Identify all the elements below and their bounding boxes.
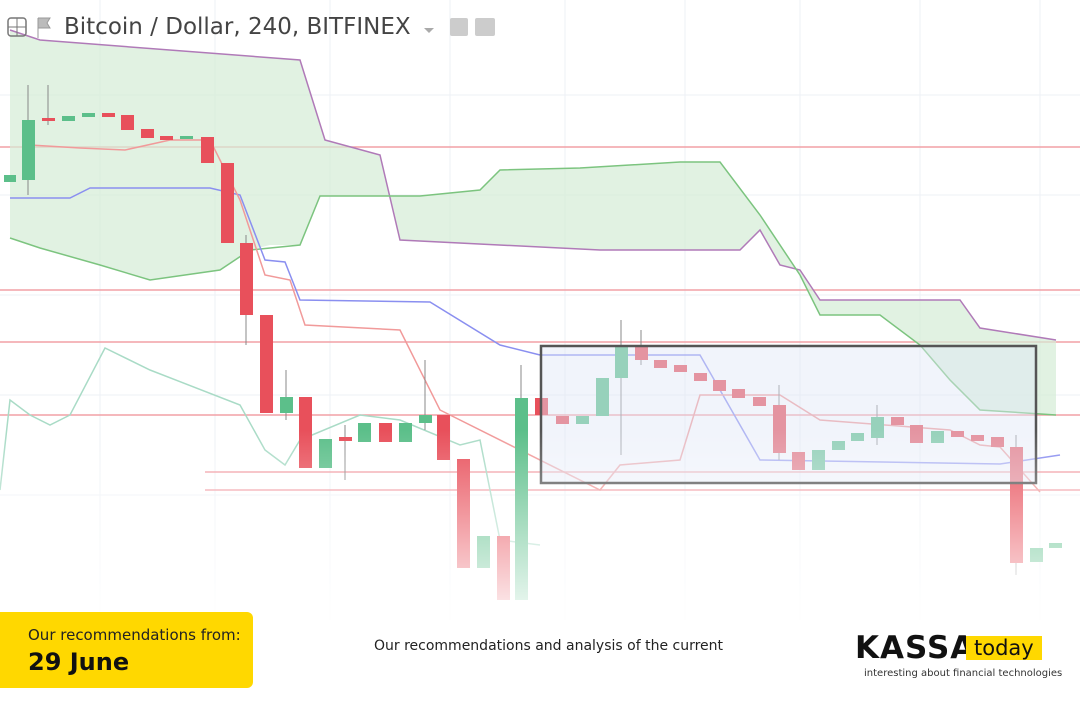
logo-tag: today (966, 636, 1042, 660)
cloud-bottom (9, 161, 1057, 416)
badge-date: 29 June (28, 648, 130, 676)
badge-label: Our recommendations from: (28, 626, 241, 644)
date-badge: Our recommendations from: 29 June (0, 612, 253, 688)
chart-title: Bitcoin / Dollar, 240, BITFINEX (64, 14, 411, 40)
caption: Our recommendations and analysis of the … (374, 638, 724, 654)
logo: KASSA (855, 630, 976, 666)
cloud (10, 30, 1056, 415)
tagline: interesting about financial technologies (864, 668, 1063, 679)
conversion-line (29, 139, 1041, 493)
toolbar-icons (7, 17, 495, 38)
cloud-top (9, 29, 1057, 341)
base-line (10, 187, 1061, 465)
